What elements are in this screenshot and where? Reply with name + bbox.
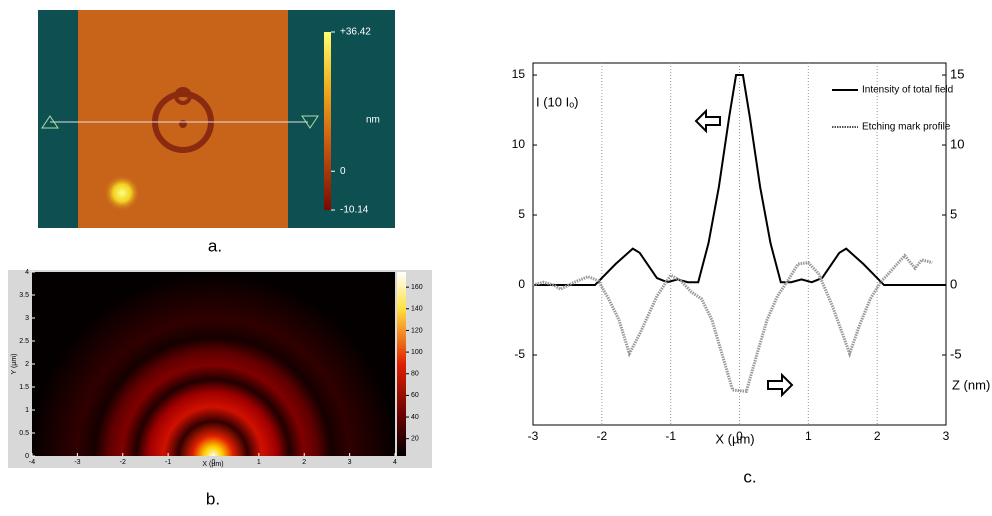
- x-tick-label: -4: [29, 459, 35, 466]
- colorbar-tick-label: 140: [411, 306, 423, 313]
- y2-tick-label: 10: [950, 136, 964, 151]
- x-tick-label: 1: [257, 459, 261, 466]
- x-tick-label: -2: [596, 429, 607, 443]
- x-tick-label: -1: [165, 459, 171, 466]
- y-tick-label: 2: [25, 361, 29, 368]
- series-line: [532, 253, 933, 394]
- heatmap: [32, 272, 395, 456]
- y-axis-label: I (10 Iₒ): [536, 94, 578, 109]
- x-tick-label: 0: [736, 429, 743, 443]
- colorbar: [397, 272, 406, 456]
- y2-tick-label: 15: [950, 66, 964, 81]
- y-tick-label: 1.5: [19, 384, 29, 391]
- y-tick-label: 5: [518, 207, 525, 221]
- x-tick-label: -1: [665, 429, 676, 443]
- y2-tick-label: -5: [950, 346, 962, 361]
- profile-end: [301, 115, 319, 129]
- right-axis-arrow: [767, 372, 794, 398]
- colorbar-tick-label: 100: [411, 349, 423, 356]
- y2-tick-label: 5: [950, 206, 957, 221]
- x-tick-label: -3: [74, 459, 80, 466]
- x-tick-label: 3: [348, 459, 352, 466]
- series-line: [533, 74, 946, 287]
- colorbar-tick-label: 20: [411, 436, 419, 443]
- colorbar-tick-label: 160: [411, 284, 423, 291]
- y-tick-label: 0: [25, 453, 29, 460]
- y-tick-label: 1: [25, 407, 29, 414]
- caption: c.: [743, 467, 756, 486]
- y-tick-label: -5: [514, 347, 525, 361]
- profile-start: [41, 115, 59, 129]
- particle: [104, 175, 140, 211]
- x-tick-label: 4: [393, 459, 397, 466]
- y-tick-label: 15: [512, 67, 526, 81]
- colorbar: [324, 32, 331, 210]
- y-tick-label: 4: [25, 269, 29, 276]
- y-axis-label: Y (µm): [11, 353, 18, 374]
- left-axis-arrow: [694, 108, 721, 134]
- y-tick-label: 3: [25, 315, 29, 322]
- colorbar-label: nm: [366, 115, 380, 126]
- y-tick-label: 0.5: [19, 430, 29, 437]
- x-tick-label: -3: [528, 429, 539, 443]
- caption: a.: [208, 236, 222, 255]
- legend-label: Intensity of total field: [862, 85, 953, 96]
- x-tick-label: -2: [120, 459, 126, 466]
- colorbar-tick-label: 80: [411, 371, 419, 378]
- caption: b.: [206, 489, 220, 508]
- x-tick-label: 1: [805, 429, 812, 443]
- y-tick-label: 0: [518, 277, 525, 291]
- colorbar-tick-label: 120: [411, 327, 423, 334]
- colorbar-tick-label: 40: [411, 414, 419, 421]
- legend-label: Etching mark profile: [862, 122, 951, 133]
- colorbar-tick-label: -10.14: [340, 205, 369, 216]
- colorbar-tick-label: +36.42: [340, 27, 371, 38]
- ring-mark: [179, 120, 187, 128]
- y2-tick-label: 0: [950, 276, 957, 291]
- colorbar-tick-label: 0: [340, 166, 346, 177]
- x-tick-label: 0: [212, 459, 216, 466]
- x-tick-label: 2: [874, 429, 881, 443]
- x-axis-label: X (µm): [715, 431, 754, 446]
- x-tick-label: 2: [302, 459, 306, 466]
- x-tick-label: 3: [943, 429, 950, 443]
- y-tick-label: 2.5: [19, 338, 29, 345]
- y-tick-label: 3.5: [19, 292, 29, 299]
- y-tick-label: 10: [512, 137, 526, 151]
- colorbar-tick-label: 60: [411, 392, 419, 399]
- x-axis-label: X (µm): [202, 461, 223, 468]
- y2-axis-label: Z (nm): [952, 377, 990, 392]
- ring-mark: [174, 87, 192, 105]
